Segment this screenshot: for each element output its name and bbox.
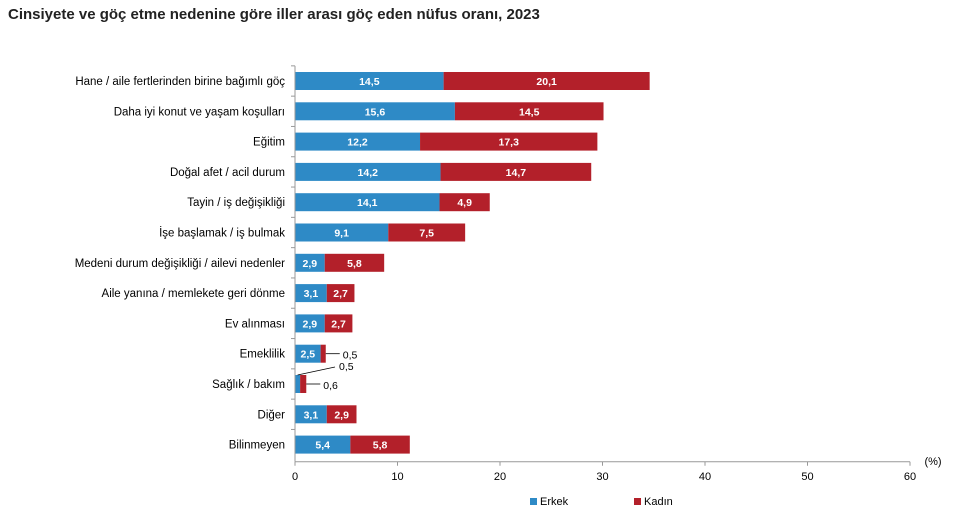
category-label: Diğer [258, 409, 286, 421]
x-tick-label: 0 [292, 471, 298, 483]
category-label: Doğal afet / acil durum [170, 167, 285, 179]
category-label: İşe başlamak / iş bulmak [159, 227, 285, 240]
data-label-erkek: 2,9 [303, 258, 318, 270]
legend-swatch [530, 498, 537, 505]
data-label-erkek: 12,2 [347, 137, 368, 149]
bar-erkek [295, 162, 441, 181]
data-label-kadin: 20,1 [536, 76, 557, 88]
bar-kadin [324, 314, 353, 333]
bar-kadin [324, 253, 385, 272]
bar-erkek [295, 344, 321, 363]
data-label-erkek: 0,5 [339, 361, 354, 373]
data-label-erkek: 2,5 [301, 349, 316, 361]
x-tick-label: 20 [494, 471, 506, 483]
x-tick-label: 40 [699, 471, 711, 483]
chart-title: Cinsiyete ve göç etme nedenine göre ille… [8, 6, 540, 23]
bar-erkek [295, 102, 455, 121]
bar-kadin [326, 405, 357, 424]
legend: Erkek Kadın [530, 496, 673, 508]
x-tick-label: 60 [904, 471, 916, 483]
x-tick-label: 30 [596, 471, 608, 483]
data-label-kadin: 2,7 [331, 318, 346, 330]
data-label-kadin: 14,5 [519, 106, 540, 118]
category-label: Tayin / iş değişikliği [187, 197, 285, 209]
bar-kadin [439, 193, 490, 212]
bar-erkek [295, 375, 301, 393]
legend-swatch [634, 498, 641, 505]
category-label: Emeklilik [240, 349, 286, 361]
data-label-erkek: 14,2 [358, 167, 379, 179]
legend-label: Erkek [540, 496, 569, 508]
data-label-kadin: 17,3 [498, 137, 519, 149]
leader-line [297, 366, 336, 376]
category-label: Bilinmeyen [229, 440, 285, 452]
data-label-kadin: 2,9 [334, 409, 349, 421]
data-label-erkek: 3,1 [304, 409, 319, 421]
bar-kadin [443, 72, 650, 90]
data-label-kadin: 5,8 [373, 440, 388, 452]
category-label: Hane / aile fertlerinden birine bağımlı … [75, 76, 285, 88]
x-axis-unit-label: (%) [924, 456, 941, 468]
data-label-kadin: 0,5 [343, 350, 358, 362]
data-label-kadin: 4,9 [457, 197, 472, 209]
bar-erkek [295, 193, 440, 212]
x-tick-label: 10 [391, 471, 403, 483]
data-label-kadin: 2,7 [333, 288, 348, 300]
category-label: Ev alınması [225, 318, 285, 330]
data-label-erkek: 14,5 [359, 76, 380, 88]
x-axis: 0 10 20 30 40 50 60 [291, 65, 916, 483]
data-label-kadin: 7,5 [419, 228, 434, 240]
category-label: Daha iyi konut ve yaşam koşulları [114, 106, 285, 118]
data-label-erkek: 5,4 [315, 440, 330, 452]
bar-kadin [454, 102, 604, 121]
bar-kadin [326, 284, 355, 303]
category-label: Eğitim [253, 137, 285, 149]
bar-erkek [295, 314, 325, 333]
bar-erkek [295, 132, 421, 151]
data-label-erkek: 15,6 [365, 106, 386, 118]
bar-kadin [440, 162, 592, 181]
labels-layer: Hane / aile fertlerinden birine bağımlı … [75, 76, 557, 452]
bar-kadin [320, 344, 326, 363]
data-label-erkek: 9,1 [334, 228, 349, 240]
bar-erkek [295, 405, 327, 424]
bar-erkek [295, 253, 325, 272]
bar-erkek [295, 284, 327, 303]
bar-erkek [295, 223, 389, 242]
bar-erkek [295, 435, 351, 454]
bar-kadin [300, 375, 307, 393]
bar-kadin [420, 132, 598, 151]
category-label: Aile yanına / memlekete geri dönme [102, 288, 285, 300]
data-label-erkek: 14,1 [357, 197, 378, 209]
data-label-kadin: 14,7 [506, 167, 527, 179]
category-label: Sağlık / bakım [212, 379, 285, 391]
data-label-kadin: 0,6 [323, 380, 338, 392]
data-label-erkek: 3,1 [304, 288, 319, 300]
x-tick-label: 50 [801, 471, 813, 483]
data-label-kadin: 5,8 [347, 258, 362, 270]
bars-layer [295, 72, 650, 454]
bar-kadin [350, 435, 410, 454]
bar-kadin [388, 223, 466, 242]
data-label-erkek: 2,9 [303, 318, 318, 330]
bar-erkek [295, 72, 444, 90]
category-label: Medeni durum değişikliği / ailevi nedenl… [75, 258, 285, 270]
legend-label: Kadın [644, 496, 673, 508]
